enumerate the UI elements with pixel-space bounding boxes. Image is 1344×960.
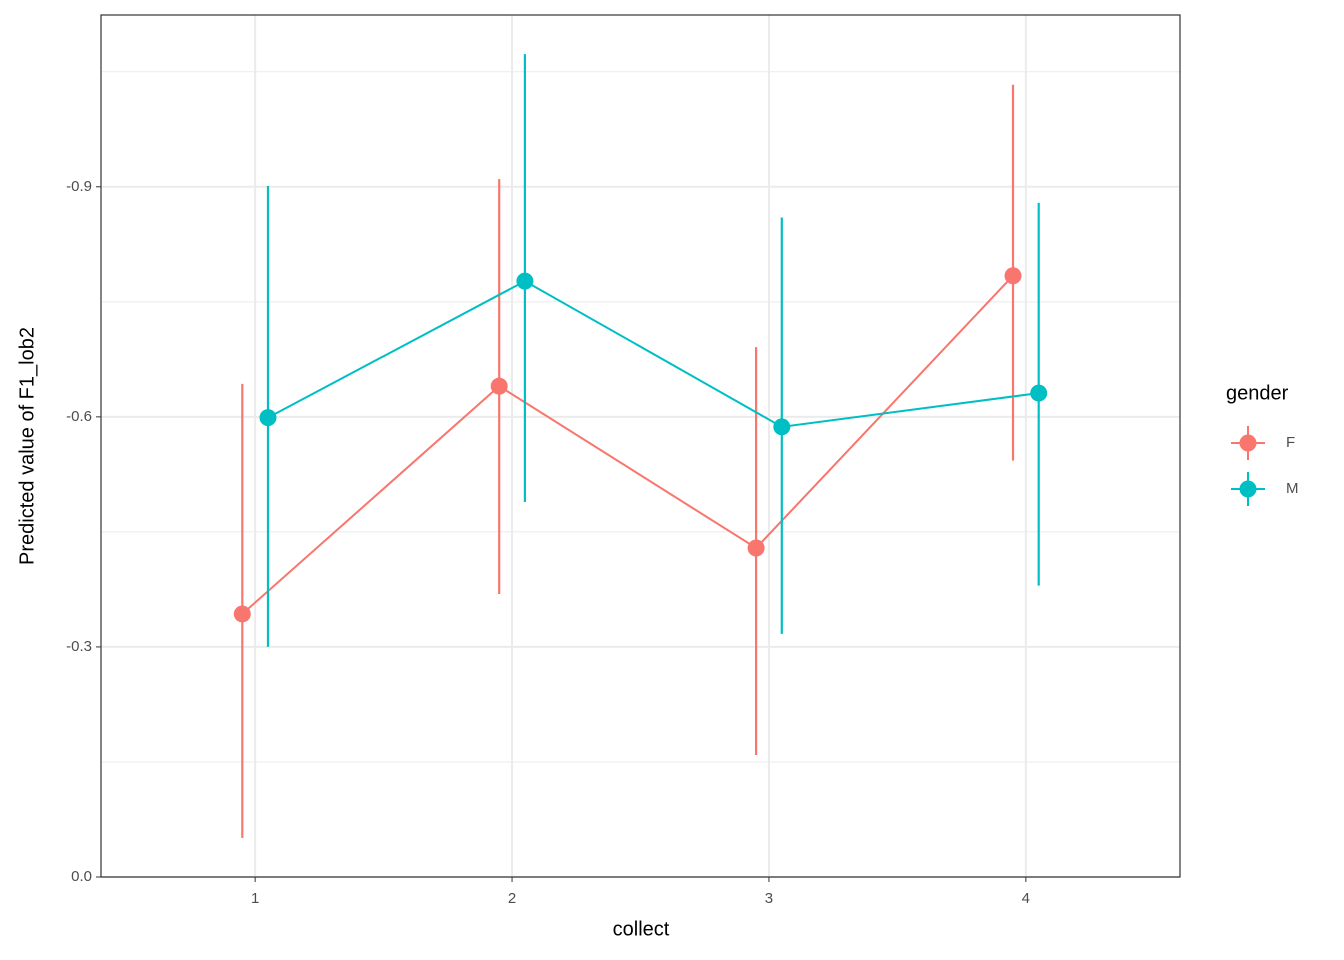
point xyxy=(490,377,508,395)
y-tick-label: 0.0 xyxy=(71,868,92,885)
legend-key-point xyxy=(1239,434,1257,452)
x-tick-label: 3 xyxy=(765,890,773,907)
x-tick-label: 1 xyxy=(251,890,259,907)
point xyxy=(773,418,791,436)
legend-label: M xyxy=(1286,480,1299,497)
point xyxy=(747,539,765,557)
y-tick-label: -0.6 xyxy=(66,408,92,425)
point xyxy=(516,272,534,290)
legend-key-point xyxy=(1239,480,1257,498)
point xyxy=(1004,267,1022,285)
y-axis-title: Predicted value of F1_lob2 xyxy=(16,327,38,565)
panel xyxy=(101,15,1180,877)
x-tick-label: 4 xyxy=(1022,890,1030,907)
series-line xyxy=(267,279,1039,428)
y-tick-label: -0.9 xyxy=(66,178,92,195)
legend-title: gender xyxy=(1226,382,1289,404)
x-tick-label: 2 xyxy=(508,890,516,907)
legend-label: F xyxy=(1286,434,1295,451)
y-tick-label: -0.3 xyxy=(66,638,92,655)
panel-border xyxy=(100,14,1181,878)
point xyxy=(259,409,277,427)
x-axis-title: collect xyxy=(613,918,670,940)
point xyxy=(1030,384,1048,402)
series-line xyxy=(241,275,1014,615)
point xyxy=(233,605,251,623)
